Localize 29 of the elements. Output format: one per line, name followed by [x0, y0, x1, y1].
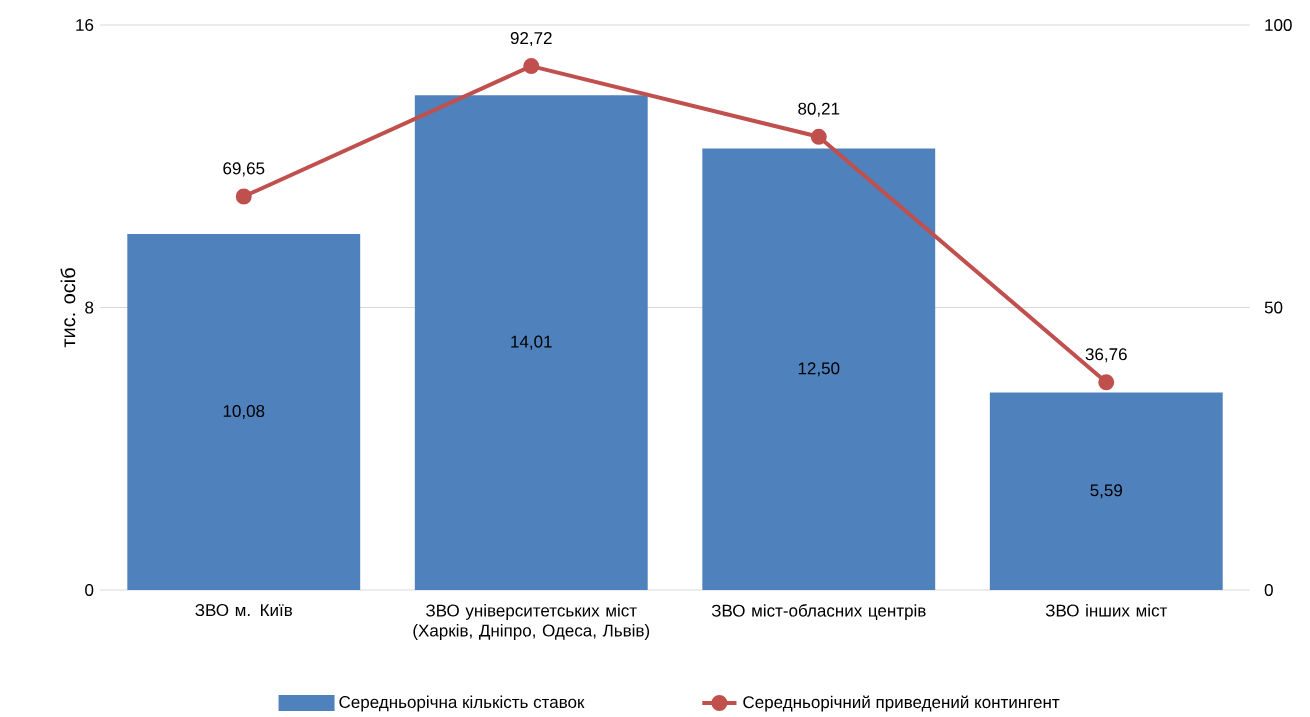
data-label: 92,72: [510, 32, 552, 47]
data-label: 36,76: [1085, 348, 1127, 363]
point: [1098, 374, 1115, 391]
data-label: 80,21: [798, 102, 840, 117]
y2-tick-label: 0: [1264, 583, 1273, 597]
legend-label: Середньорічна кількість ставок: [339, 695, 585, 712]
bar: [127, 234, 361, 590]
x-tick-label: ЗВО м. Київ: [195, 604, 293, 617]
y2-tick-label: 100: [1265, 18, 1292, 31]
y-tick-label: 8: [85, 301, 94, 314]
bar: [414, 95, 648, 590]
bar: [702, 148, 936, 590]
y-axis-title: тис. осіб: [60, 268, 76, 348]
point: [523, 58, 540, 75]
data-label: 14,01: [511, 335, 552, 350]
data-label: 12,50: [798, 362, 840, 377]
x-tick-label: ЗВО університетських міст (Харків, Дніпро, Одеса, Львів): [413, 604, 650, 640]
point: [810, 128, 827, 145]
legend-label: Середньорічний приведений контингент: [743, 695, 1060, 712]
x-tick-label: ЗВО інших міст: [1045, 604, 1168, 617]
y-tick-label: 16: [76, 18, 94, 31]
x-tick-label: ЗВО міст-обласних центрів: [711, 604, 926, 621]
data-label: 10,08: [223, 405, 265, 420]
point: [235, 188, 252, 205]
data-label: 5,59: [1090, 484, 1123, 499]
y2-tick-label: 50: [1264, 301, 1283, 314]
y-tick-label: 0: [85, 583, 94, 597]
bar: [989, 392, 1223, 590]
data-label: 69,65: [223, 162, 265, 177]
